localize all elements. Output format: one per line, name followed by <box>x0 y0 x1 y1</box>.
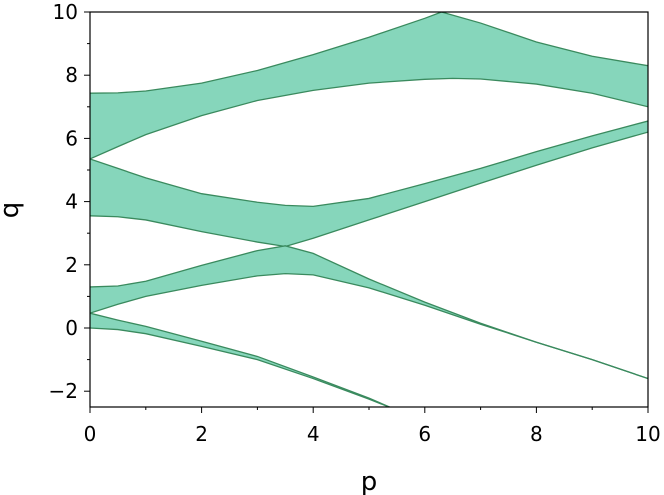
x-tick-label: 8 <box>530 422 543 446</box>
bands-layer <box>90 12 648 407</box>
y-tick-label: 2 <box>65 253 78 277</box>
band-1-upper-edge <box>90 12 648 94</box>
band-1-fill <box>90 12 648 159</box>
y-tick-label: 10 <box>53 0 78 24</box>
band-1-lower-edge <box>90 77 648 160</box>
x-tick-label: 10 <box>635 422 660 446</box>
y-tick-label: 6 <box>65 126 78 150</box>
x-tick-label: 6 <box>418 422 431 446</box>
band-3-fill <box>90 245 648 379</box>
band-2-fill <box>90 121 648 247</box>
x-tick-label: 0 <box>84 422 97 446</box>
y-axis-label: q <box>0 202 25 219</box>
x-tick-label: 2 <box>195 422 208 446</box>
x-tick-label: 4 <box>307 422 320 446</box>
band-4-lower-edge <box>90 327 391 407</box>
band-2-upper-edge <box>90 120 648 207</box>
y-tick-label: 4 <box>65 190 78 214</box>
band-3-upper-edge <box>90 245 648 380</box>
y-tick-label: 8 <box>65 63 78 87</box>
band-4-upper-edge <box>90 312 392 407</box>
band-4-fill <box>90 313 390 407</box>
y-tick-label: −2 <box>49 379 78 403</box>
band-2-lower-edge <box>90 131 648 248</box>
y-tick-label: 0 <box>65 316 78 340</box>
x-axis-label: p <box>361 467 378 495</box>
